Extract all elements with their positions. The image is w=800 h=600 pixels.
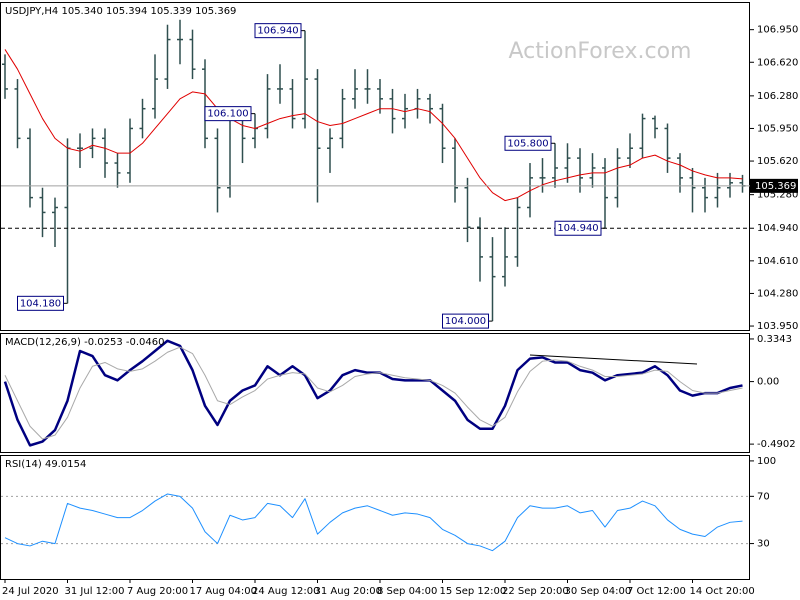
annotation-label: 106.100	[207, 109, 248, 120]
annotation-label: 105.800	[507, 138, 548, 149]
x-tick-label: 8 Sep 04:00	[377, 586, 437, 597]
y-tick-label: 70	[757, 491, 770, 502]
annotation-label: 104.940	[557, 223, 598, 234]
trend-line	[529, 354, 698, 365]
y-tick-label: 104.940	[757, 223, 798, 234]
annotation-box	[442, 313, 489, 329]
annotation-box	[504, 135, 552, 151]
y-tick-label: 104.610	[757, 256, 798, 267]
panel-title: USDJPY,H4 105.340 105.394 105.339 105.36…	[5, 6, 236, 17]
annotation-label: 104.180	[20, 298, 61, 309]
y-tick-label: 30	[757, 539, 770, 550]
y-tick-label: 0.3343	[757, 334, 792, 345]
x-tick-label: 7 Aug 20:00	[127, 586, 188, 597]
x-tick-label: 7 Oct 12:00	[627, 586, 686, 597]
panel-frame	[0, 455, 750, 580]
indicator-line	[4, 346, 743, 440]
watermark: ActionForex.com	[509, 39, 692, 64]
annotation-label: 106.940	[257, 26, 298, 37]
annotation-label: 104.000	[445, 316, 486, 327]
y-tick-label: 106.950	[757, 25, 798, 36]
annotation-box	[554, 220, 602, 236]
x-tick-label: 24 Jul 2020	[2, 586, 59, 597]
y-tick-label: 103.950	[757, 321, 798, 332]
x-tick-label: 30 Sep 04:00	[565, 586, 632, 597]
panel-frame	[0, 333, 750, 453]
y-tick-label: 0.00	[757, 377, 779, 388]
annotation-box	[17, 295, 64, 311]
x-tick-label: 31 Aug 20:00	[315, 586, 382, 597]
x-tick-label: 14 Oct 20:00	[690, 586, 755, 597]
panel-title: RSI(14) 49.0154	[5, 459, 86, 470]
x-tick-label: 22 Sep 20:00	[502, 586, 569, 597]
y-tick-label: 105.950	[757, 123, 798, 134]
last-price-label: 105.369	[755, 181, 796, 192]
y-tick-label: -0.4902	[757, 439, 796, 450]
y-tick-label: 105.620	[757, 156, 798, 167]
y-tick-label: 104.280	[757, 288, 798, 299]
y-tick-label: 106.620	[757, 57, 798, 68]
panel-title: MACD(12,26,9) -0.0253 -0.0460	[5, 337, 165, 348]
y-tick-label: 106.280	[757, 91, 798, 102]
moving-average	[4, 49, 743, 202]
y-tick-label: 105.280	[757, 190, 798, 201]
x-tick-label: 24 Aug 12:00	[252, 586, 319, 597]
annotation-box	[204, 106, 252, 122]
last-price-box	[750, 178, 798, 193]
annotation-box	[254, 23, 302, 39]
x-tick-label: 31 Jul 12:00	[65, 586, 125, 597]
indicator-line	[3, 339, 743, 447]
panel-frame	[0, 2, 750, 331]
y-tick-label: 100	[757, 456, 776, 467]
x-tick-label: 15 Sep 12:00	[440, 586, 507, 597]
x-tick-label: 17 Aug 04:00	[190, 586, 257, 597]
indicator-line	[4, 493, 743, 552]
